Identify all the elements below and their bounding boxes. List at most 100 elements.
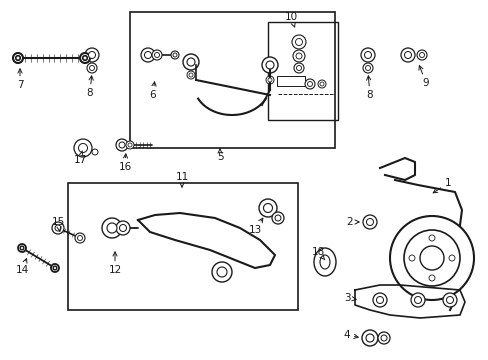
Circle shape (361, 330, 377, 346)
Circle shape (377, 332, 389, 344)
Circle shape (448, 255, 454, 261)
Text: 11: 11 (175, 172, 188, 187)
Circle shape (186, 71, 195, 79)
Circle shape (319, 82, 324, 86)
Circle shape (419, 53, 424, 58)
Circle shape (189, 73, 193, 77)
Circle shape (102, 218, 122, 238)
Circle shape (265, 76, 273, 84)
Circle shape (400, 48, 414, 62)
Text: 18: 18 (311, 247, 324, 260)
Circle shape (262, 57, 278, 73)
Circle shape (442, 293, 456, 307)
Circle shape (365, 66, 370, 71)
Circle shape (152, 50, 162, 60)
Circle shape (274, 215, 281, 221)
Circle shape (16, 56, 20, 60)
Circle shape (212, 262, 231, 282)
Circle shape (119, 225, 126, 231)
Text: 17: 17 (73, 151, 86, 165)
Circle shape (92, 149, 98, 155)
Circle shape (267, 78, 271, 82)
Circle shape (87, 63, 97, 73)
Circle shape (307, 81, 312, 86)
Circle shape (173, 53, 177, 57)
Circle shape (85, 48, 99, 62)
Polygon shape (138, 213, 274, 268)
Circle shape (144, 51, 151, 58)
Bar (276, 76, 305, 86)
Circle shape (79, 144, 87, 153)
Circle shape (18, 244, 26, 252)
Circle shape (126, 141, 134, 149)
Circle shape (414, 297, 421, 303)
Bar (68, 183, 297, 310)
Circle shape (416, 50, 426, 60)
Circle shape (116, 221, 130, 235)
Circle shape (75, 233, 85, 243)
Circle shape (263, 203, 272, 212)
Circle shape (141, 48, 155, 62)
Circle shape (292, 50, 305, 62)
Circle shape (154, 53, 159, 58)
Circle shape (107, 223, 117, 233)
Text: 15: 15 (51, 217, 64, 231)
Circle shape (51, 264, 59, 272)
Circle shape (186, 58, 195, 66)
Circle shape (446, 297, 452, 303)
Circle shape (296, 66, 301, 71)
Text: 13: 13 (248, 218, 263, 235)
Circle shape (408, 255, 414, 261)
Circle shape (419, 246, 443, 270)
Text: 4: 4 (343, 330, 358, 340)
Circle shape (362, 215, 376, 229)
Circle shape (89, 66, 94, 71)
Circle shape (410, 293, 424, 307)
Ellipse shape (319, 255, 329, 269)
Text: 14: 14 (15, 258, 29, 275)
Circle shape (217, 267, 226, 277)
Text: 12: 12 (108, 252, 122, 275)
Circle shape (20, 246, 24, 250)
Circle shape (88, 51, 95, 58)
Circle shape (77, 235, 82, 240)
Circle shape (403, 230, 459, 286)
Circle shape (259, 199, 276, 217)
Circle shape (305, 79, 314, 89)
Text: 6: 6 (149, 82, 156, 100)
Circle shape (55, 225, 61, 231)
Circle shape (428, 275, 434, 281)
Circle shape (171, 51, 179, 59)
Circle shape (295, 39, 302, 45)
Circle shape (362, 63, 372, 73)
Bar (267, 22, 337, 120)
Circle shape (52, 222, 64, 234)
Circle shape (404, 51, 411, 58)
Circle shape (116, 139, 128, 151)
Circle shape (219, 269, 224, 275)
Text: 9: 9 (418, 66, 428, 88)
Circle shape (366, 219, 373, 225)
Text: 8: 8 (86, 76, 93, 98)
Circle shape (82, 56, 87, 60)
Text: 10: 10 (284, 12, 297, 27)
Text: 3: 3 (343, 293, 355, 303)
Circle shape (271, 212, 284, 224)
Text: 2: 2 (346, 217, 358, 227)
Circle shape (364, 51, 371, 58)
Text: 16: 16 (118, 154, 131, 172)
Circle shape (265, 61, 273, 69)
Circle shape (13, 53, 23, 63)
Circle shape (74, 139, 92, 157)
Circle shape (428, 235, 434, 241)
Circle shape (293, 63, 304, 73)
Circle shape (380, 335, 386, 341)
Circle shape (389, 216, 473, 300)
Circle shape (80, 53, 90, 63)
Circle shape (128, 143, 132, 147)
Text: 8: 8 (366, 76, 372, 100)
Circle shape (119, 142, 125, 148)
Circle shape (317, 80, 325, 88)
Circle shape (360, 48, 374, 62)
Circle shape (53, 266, 57, 270)
